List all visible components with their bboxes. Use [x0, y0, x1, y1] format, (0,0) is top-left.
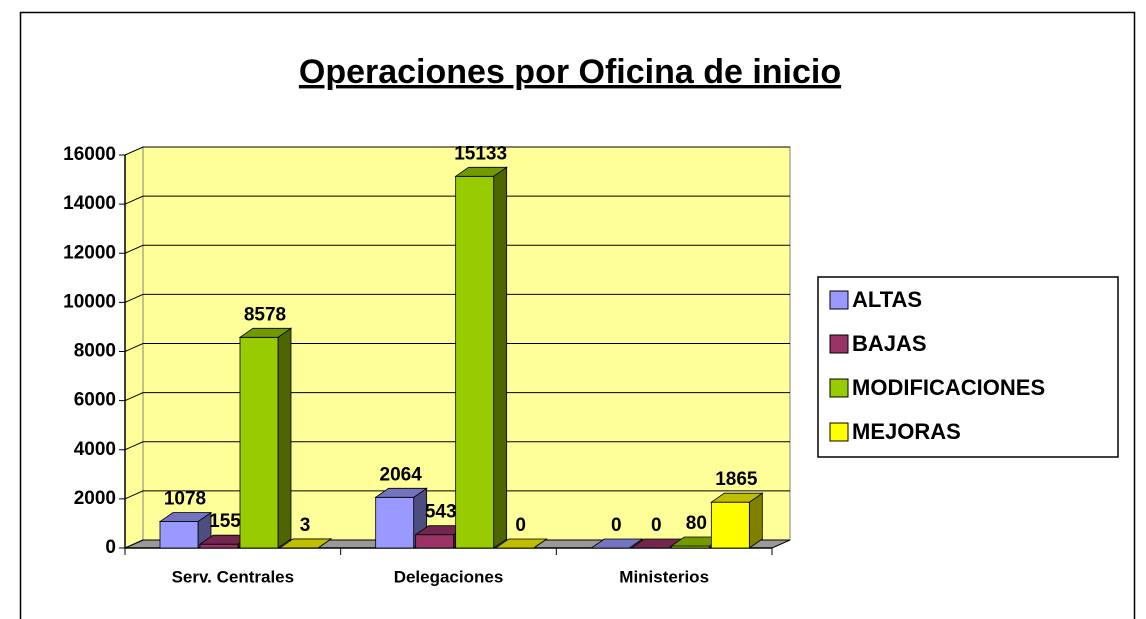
- legend-swatch: [829, 422, 849, 442]
- bar-front: [375, 496, 415, 549]
- value-label: 80: [686, 513, 707, 534]
- x-tick-label: Serv. Centrales: [172, 567, 295, 586]
- grid-line: [124, 244, 790, 254]
- bar-side: [277, 327, 292, 549]
- bar-top: [710, 492, 764, 503]
- grid-line: [124, 539, 790, 549]
- bar: [590, 538, 644, 549]
- bar-top: [590, 538, 644, 549]
- bar-top: [374, 487, 428, 498]
- bar-side: [748, 492, 763, 549]
- legend-label: MEJORAS: [852, 419, 961, 444]
- x-tick-label: Delegaciones: [394, 567, 504, 586]
- bar: [238, 327, 293, 549]
- value-label: 2064: [380, 464, 423, 485]
- bar-front: [239, 336, 279, 549]
- value-label: 155: [209, 511, 241, 532]
- value-label: 0: [651, 515, 662, 536]
- grid-line: [124, 392, 790, 402]
- y-tick-label: 14000: [63, 193, 116, 214]
- legend-label: MODIFICACIONES: [852, 375, 1045, 400]
- bar: [278, 538, 333, 549]
- bar: [710, 492, 764, 549]
- bar-front: [710, 501, 750, 549]
- bar-top: [454, 166, 508, 177]
- y-tick-label: 16000: [63, 144, 116, 165]
- grid-line: [124, 490, 790, 500]
- bar-top: [238, 327, 293, 338]
- value-label: 8578: [244, 304, 286, 325]
- bar: [374, 487, 428, 549]
- y-tick-label: 2000: [74, 488, 116, 509]
- grid-line: [124, 146, 790, 156]
- value-label: 0: [515, 515, 526, 536]
- grid-line: [124, 293, 790, 303]
- value-label: 15133: [454, 143, 507, 164]
- value-label: 1078: [164, 489, 206, 510]
- legend-swatch: [829, 378, 849, 398]
- bar-front: [159, 521, 199, 549]
- legend-box: [817, 276, 1119, 458]
- x-tick-label: Ministerios: [619, 567, 709, 586]
- bar-side: [493, 166, 508, 549]
- y-tick-label: 10000: [63, 291, 116, 312]
- bar-top: [278, 538, 333, 549]
- bar: [454, 166, 508, 549]
- value-label: 1865: [715, 469, 758, 490]
- bar-front: [455, 175, 495, 549]
- bar: [158, 511, 213, 549]
- bar-front: [199, 543, 239, 549]
- y-tick-label: 12000: [63, 242, 116, 263]
- legend-label: BAJAS: [852, 331, 927, 356]
- y-tick-label: 8000: [74, 341, 116, 362]
- grid-line: [124, 195, 790, 205]
- value-label: 3: [300, 515, 311, 536]
- bar-top: [494, 538, 548, 549]
- y-tick-label: 4000: [74, 439, 116, 460]
- legend-swatch: [829, 290, 849, 310]
- value-label: 543: [425, 502, 457, 523]
- legend-swatch: [829, 334, 849, 354]
- bar-top: [158, 512, 213, 522]
- grid-line: [124, 441, 790, 451]
- y-tick-label: 0: [105, 537, 116, 558]
- bar-front: [415, 534, 455, 549]
- grid-line: [124, 343, 790, 352]
- value-label: 0: [611, 515, 622, 536]
- bar: [494, 538, 548, 549]
- legend-label: ALTAS: [852, 287, 922, 312]
- chart-title: Operaciones por Oficina de inicio: [299, 53, 841, 91]
- y-tick-label: 6000: [74, 390, 116, 411]
